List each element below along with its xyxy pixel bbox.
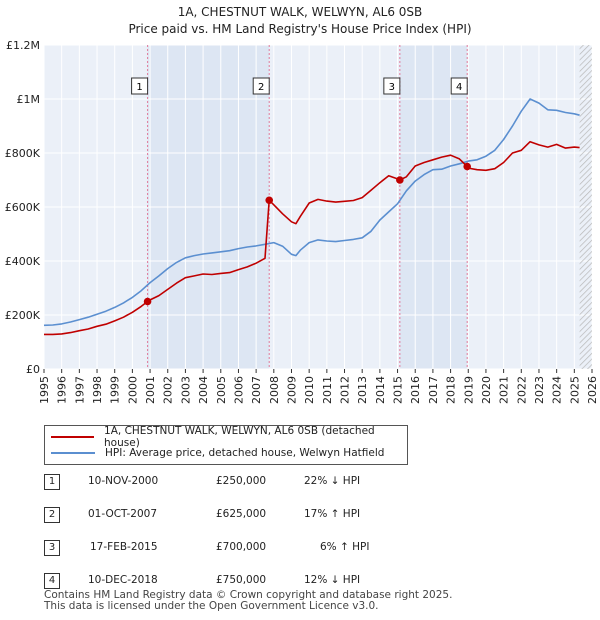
- x-tick-label: 2006: [232, 376, 245, 404]
- footer-copyright: Contains HM Land Registry data © Crown c…: [44, 589, 453, 601]
- sale-number-boxes: 1 2 3 4: [131, 77, 468, 95]
- grid: [43, 44, 593, 370]
- legend-swatch-hpi: [51, 452, 95, 454]
- y-tick-label: £600K: [5, 201, 41, 214]
- x-tick-label: 2001: [144, 376, 157, 404]
- series-line-hpi: [43, 98, 580, 327]
- legend-item-property: 1A, CHESTNUT WALK, WELWYN, AL6 0SB (deta…: [51, 425, 407, 449]
- sale-number-box: [383, 77, 401, 95]
- x-tick-label: 2016: [409, 376, 422, 404]
- sale-price: £625,000: [216, 508, 267, 520]
- x-tick-label: 2004: [197, 376, 210, 404]
- footer-licence: This data is licensed under the Open Gov…: [44, 600, 379, 612]
- x-tick-label: 2025: [568, 376, 581, 404]
- x-tick-label: 2005: [215, 376, 228, 404]
- series-lines: [43, 98, 580, 336]
- x-tick-label: 1995: [38, 376, 51, 404]
- sale-number-label: 4: [456, 82, 462, 93]
- sale-point: [143, 297, 152, 306]
- table-row: 1 10-NOV-2000 £250,000 22% ↓ HPI: [44, 474, 464, 490]
- x-tick-label: 2026: [586, 376, 599, 404]
- x-tick-label: 2000: [126, 376, 139, 404]
- y-tick-label: £0: [26, 363, 40, 376]
- x-tick-label: 1996: [56, 376, 69, 404]
- legend-item-hpi: HPI: Average price, detached house, Welw…: [51, 445, 384, 461]
- x-tick-label: 1997: [73, 376, 86, 404]
- x-tick-label: 2013: [356, 376, 369, 404]
- sale-date: 10-DEC-2018: [88, 574, 158, 586]
- x-tick-label: 2020: [480, 376, 493, 404]
- footer: Contains HM Land Registry data © Crown c…: [44, 590, 452, 612]
- x-tick-label: 2021: [498, 376, 511, 404]
- y-tick-label: £400K: [5, 255, 41, 268]
- x-tick-label: 2011: [321, 376, 334, 404]
- legend-label-hpi: HPI: Average price, detached house, Welw…: [105, 447, 385, 459]
- forecast-hatch: [579, 45, 592, 369]
- x-tick-label: 2019: [462, 376, 475, 404]
- sale-number-badge: 1: [44, 474, 60, 490]
- x-tick-label: 2007: [250, 376, 263, 404]
- x-tick-label: 2022: [515, 376, 528, 404]
- sale-number-box: [252, 77, 270, 95]
- y-tick-label: £1M: [17, 93, 41, 106]
- chart-subtitle: Price paid vs. HM Land Registry's House …: [128, 22, 471, 36]
- x-tick-label: 2018: [445, 376, 458, 404]
- forecast-hatch-area: [579, 45, 592, 369]
- sale-hpi-diff: 17% ↑ HPI: [304, 508, 361, 520]
- x-tick-label: 2003: [179, 376, 192, 404]
- x-axis: 1995 1996 1997 1998 1999 2000 2001 2002 2003 2004…: [38, 369, 599, 404]
- sale-point: [265, 196, 274, 205]
- x-tick-label: 2014: [374, 376, 387, 404]
- sale-price: £250,000: [216, 475, 267, 487]
- x-tick-label: 2015: [392, 376, 405, 404]
- legend-label-property: 1A, CHESTNUT WALK, WELWYN, AL6 0SB (deta…: [104, 425, 375, 449]
- sale-number-label: 2: [258, 82, 264, 93]
- x-tick-label: 2009: [285, 376, 298, 404]
- sale-hpi-diff: 12% ↓ HPI: [304, 574, 361, 586]
- legend: 1A, CHESTNUT WALK, WELWYN, AL6 0SB (deta…: [44, 425, 408, 465]
- sale-point: [396, 176, 404, 184]
- series-line-property: [44, 140, 580, 336]
- sale-number-box: [450, 77, 468, 95]
- y-tick-label: £200K: [5, 309, 41, 322]
- sale-number-box: [131, 77, 149, 95]
- sale-points: [143, 162, 471, 306]
- sale-date: 01-OCT-2007: [88, 508, 157, 520]
- y-tick-label: £800K: [5, 147, 41, 160]
- sale-point: [463, 162, 471, 171]
- chart-title: 1A, CHESTNUT WALK, WELWYN, AL6 0SB: [178, 5, 423, 19]
- x-tick-label: 2017: [427, 376, 440, 404]
- y-axis: £0 £200K £400K £600K £800K £1M £1.2M: [5, 39, 41, 376]
- x-tick-label: 2012: [339, 376, 352, 404]
- sale-number-badge: 4: [44, 573, 60, 589]
- sale-price: £700,000: [216, 541, 267, 553]
- table-row: 3 17-FEB-2015 £700,000 6% ↑ HPI: [44, 540, 464, 556]
- sale-number-label: 3: [389, 82, 395, 93]
- sale-hpi-diff: 6% ↑ HPI: [320, 541, 370, 553]
- sale-date: 10-NOV-2000: [88, 475, 159, 487]
- sale-number-label: 1: [136, 82, 142, 93]
- sale-date: 17-FEB-2015: [90, 541, 158, 553]
- price-chart: 1A, CHESTNUT WALK, WELWYN, AL6 0SB Price…: [5, 5, 599, 404]
- table-row: 2 01-OCT-2007 £625,000 17% ↑ HPI: [44, 507, 464, 523]
- x-tick-label: 2002: [162, 376, 175, 404]
- sale-number-badge: 2: [44, 507, 60, 523]
- x-tick-label: 1999: [109, 376, 122, 404]
- x-tick-label: 2010: [303, 376, 316, 404]
- sale-hpi-diff: 22% ↓ HPI: [304, 475, 361, 487]
- x-tick-label: 2023: [533, 376, 546, 404]
- x-tick-label: 1998: [91, 376, 104, 404]
- x-tick-label: 2024: [551, 376, 564, 404]
- x-tick-label: 2008: [268, 376, 281, 404]
- table-row: 4 10-DEC-2018 £750,000 12% ↓ HPI: [44, 573, 464, 589]
- sale-number-badge: 3: [44, 540, 60, 556]
- legend-swatch-property: [51, 436, 95, 438]
- sale-price: £750,000: [216, 574, 267, 586]
- y-tick-label: £1.2M: [6, 39, 40, 52]
